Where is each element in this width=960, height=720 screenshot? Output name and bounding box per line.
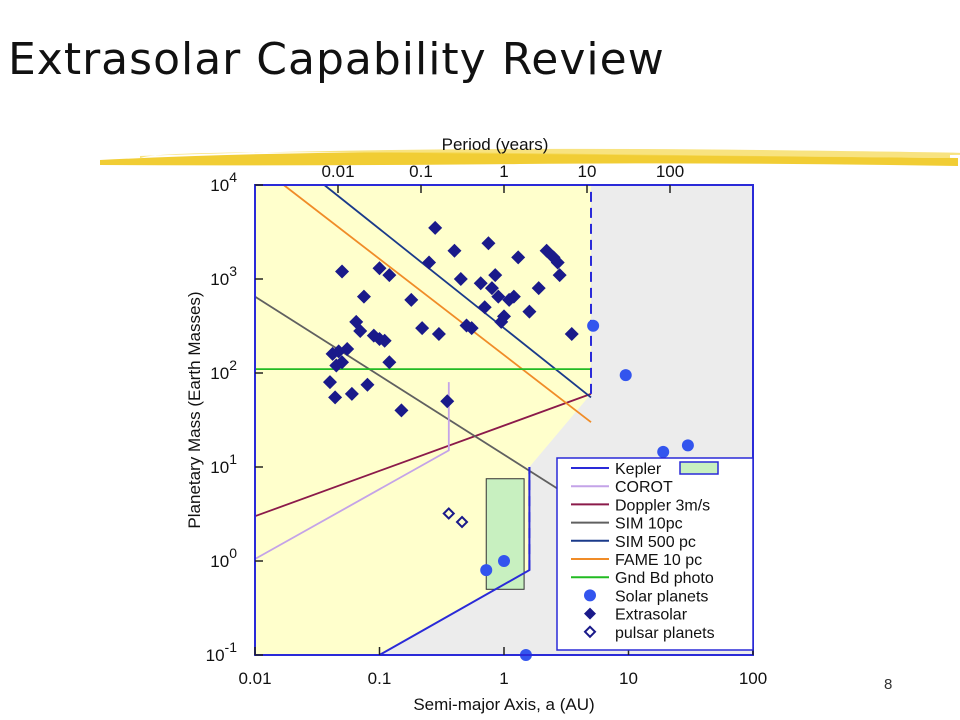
legend-swatch [583,625,597,639]
extrasolar-point [404,292,419,307]
extrasolar-point [511,250,526,265]
solar-planet-point [619,369,632,382]
extrasolar-point [353,323,368,338]
period-tick-label: 1 [499,162,508,181]
chart-points [322,220,694,661]
y-axis-title: Planetary Mass (Earth Masses) [185,291,204,528]
x-tick-label: 100 [739,669,767,688]
extrasolar-point [340,342,355,357]
legend-label: pulsar planets [615,625,715,642]
extrasolar-point [477,300,492,315]
extrasolar-point [377,333,392,348]
pulsar-planet-point [442,507,456,520]
extrasolar-point [531,281,546,296]
extrasolar-point [322,375,337,390]
legend-label: Solar planets [615,588,708,605]
legend-label: FAME 10 pc [615,552,702,569]
extrasolar-point [473,276,488,291]
slide-title: Extrasolar Capability Review [8,34,665,85]
extrasolar-point [335,355,350,370]
x-tick-label: 0.01 [238,669,271,688]
period-tick-label: 100 [656,162,684,181]
extrasolar-point [522,304,537,319]
extrasolar-point [360,377,375,392]
x-tick-label: 10 [619,669,638,688]
extrasolar-point [552,268,567,283]
y-tick-label: 104 [210,169,237,195]
title-bar-stroke [100,152,958,166]
extrasolar-point [344,386,359,401]
x-tick-label: 0.1 [368,669,392,688]
title-bar-highlight [140,148,960,159]
extrasolar-point [564,326,579,341]
line-doppler-3m-s [254,393,592,518]
line-sim-10pc [254,295,592,511]
solar-planet-point [681,439,694,452]
extrasolar-point [506,289,521,304]
y-tick-label: 10-1 [206,639,238,665]
legend-label: Doppler 3m/s [615,497,710,514]
extrasolar-point [550,255,565,270]
extrasolar-point [464,321,479,336]
y-tick-label: 101 [210,451,237,477]
extrasolar-point [328,390,343,405]
kepler-box [485,478,525,590]
extrasolar-point [484,281,499,296]
extrasolar-point [382,268,397,283]
solar-planet-point [498,555,510,567]
solar-planet-point [480,564,493,577]
extrasolar-point [394,403,409,418]
line-sim-500-pc [323,184,592,399]
legend-label: Extrasolar [615,607,688,624]
legend-label: COROT [615,479,673,496]
title-underline-bar [100,148,960,166]
solar-planet-point [657,445,670,458]
y-tick-label: 103 [210,263,237,289]
extrasolar-point [356,289,371,304]
chart-lines [254,184,592,656]
extrasolar-point [382,355,397,370]
extrasolar-point [372,261,387,276]
period-tick-label: 0.1 [409,162,433,181]
pulsar-planet-point [455,515,469,529]
line-fame-10-pc [283,184,592,423]
extrasolar-point [440,394,455,409]
legend-kepler-box [679,461,719,475]
period-axis-title: Period (years) [442,135,549,154]
extrasolar-point [415,321,430,336]
solar-planet-point [587,319,600,332]
extrasolar-point [428,220,443,235]
legend-label: Gnd Bd photo [615,570,714,587]
extrasolar-point [491,289,506,304]
extrasolar-point [488,268,503,283]
page-number: 8 [884,676,893,693]
y-tick-label: 102 [210,357,237,383]
legend-label: SIM 500 pc [615,534,696,551]
extrasolar-point [422,255,437,270]
x-tick-label: 1 [499,669,508,688]
legend-label: Kepler [615,461,662,478]
extrasolar-point [453,272,468,286]
legend-swatch [584,589,596,602]
legend-swatch [584,607,596,620]
x-axis-title: Semi-major Axis, a (AU) [413,695,594,714]
extrasolar-point [481,236,496,251]
y-tick-label: 100 [210,545,237,571]
extrasolar-point [431,326,446,341]
legend-label: SIM 10pc [615,516,683,533]
extrasolar-point [497,309,511,324]
period-tick-label: 0.01 [321,162,354,181]
period-tick-label: 10 [578,162,597,181]
extrasolar-point [335,264,350,279]
extrasolar-point [447,243,462,258]
